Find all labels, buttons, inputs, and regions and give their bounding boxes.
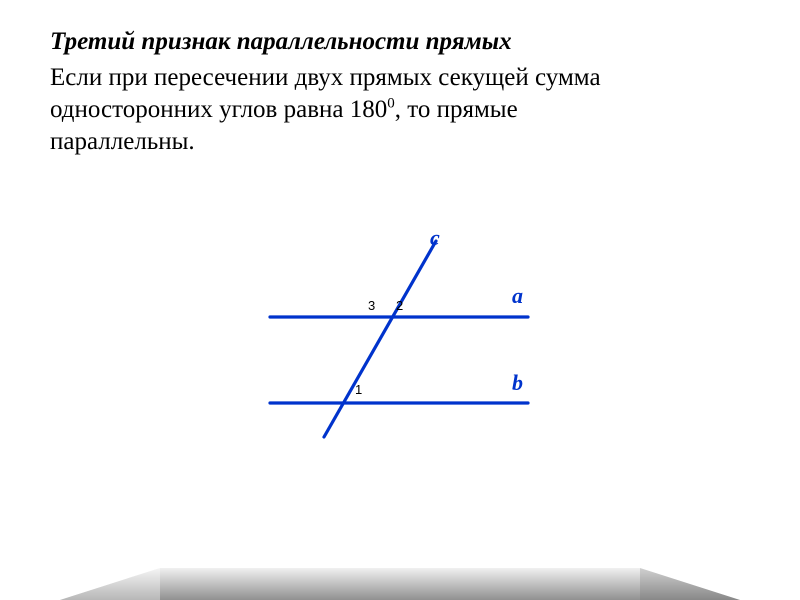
parallel-lines-diagram: c a b 3 2 1 [250, 225, 550, 455]
label-c: c [430, 225, 440, 251]
line-c [324, 241, 436, 437]
theorem-title: Третий признак параллельности прямых [50, 28, 750, 56]
body-line2-suffix: , то прямые [395, 96, 518, 123]
theorem-body: Если при пересечении двух прямых секущей… [50, 62, 750, 158]
body-line3: параллельны. [50, 128, 195, 155]
body-line1: Если при пересечении двух прямых секущей… [50, 64, 601, 91]
body-line2-sup: 0 [387, 96, 395, 112]
angle-1: 1 [355, 382, 362, 397]
label-a: a [512, 283, 523, 309]
label-b: b [512, 370, 523, 396]
angle-3: 3 [368, 298, 375, 313]
slide-accent [0, 558, 800, 600]
angle-2: 2 [396, 298, 403, 313]
body-line2-prefix: односторонних углов равна 180 [50, 96, 387, 123]
diagram-svg [250, 225, 550, 455]
